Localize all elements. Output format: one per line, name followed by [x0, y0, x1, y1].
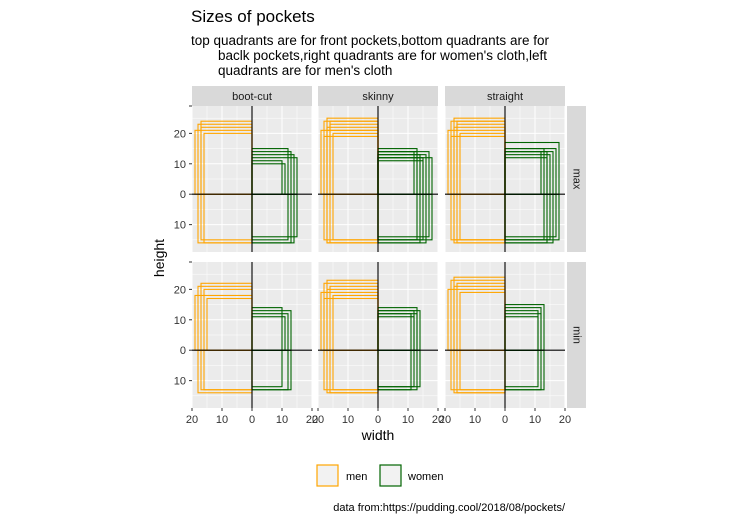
legend: men women: [316, 464, 443, 487]
strip-label-min: min: [571, 326, 583, 344]
y-tick-label: 10: [174, 376, 186, 388]
y-tick-label: 10: [174, 220, 186, 232]
x-tick-label: 20: [439, 414, 451, 426]
legend-label-men: men: [346, 471, 367, 483]
panel-skinny-max: [317, 106, 439, 252]
legend-label-women: women: [407, 471, 443, 483]
panel-skinny-min: 20 10 0 10 20: [312, 262, 444, 426]
x-tick-label: 10: [529, 414, 541, 426]
strip-label-max: max: [571, 169, 583, 190]
y-tick-label: 20: [174, 284, 186, 296]
panel-straight-max: [444, 106, 566, 252]
chart-subtitle-line-2: baclk pockets,right quadrants are for wo…: [218, 48, 547, 63]
chart-title: Sizes of pockets: [191, 7, 315, 26]
x-tick-label: 20: [312, 414, 324, 426]
facet-panels: boot-cut skinny straightmaxmin100102010010…: [174, 86, 586, 426]
panel-boot-cut-min: 10 0 10 20 20 10 0 10 20: [174, 261, 318, 426]
x-tick-label: 20: [559, 414, 571, 426]
legend-key-men: [316, 464, 339, 487]
x-tick-label: 10: [469, 414, 481, 426]
y-tick-label: 20: [174, 128, 186, 140]
x-tick-label: 10: [276, 414, 288, 426]
strip-boot-cut: [192, 86, 312, 106]
strip-max: [567, 106, 586, 252]
y-tick-label: 10: [174, 315, 186, 327]
strip-straight: [445, 86, 565, 106]
chart-subtitle-line-3: quadrants are for men's cloth: [218, 63, 392, 78]
x-tick-label: 0: [375, 414, 381, 426]
y-axis-title: height: [151, 239, 167, 277]
strip-label-skinny: skinny: [362, 91, 394, 103]
y-tick-label: 0: [180, 345, 186, 357]
x-axis-title: width: [361, 427, 395, 443]
chart-subtitle-line-1: top quadrants are for front pockets,bott…: [191, 33, 549, 48]
x-tick-label: 10: [342, 414, 354, 426]
y-tick-label: 0: [180, 189, 186, 201]
x-tick-label: 0: [249, 414, 255, 426]
strip-min: [567, 262, 586, 408]
x-tick-label: 20: [432, 414, 444, 426]
chart-caption: data from:https://pudding.cool/2018/08/p…: [333, 502, 566, 514]
y-tick-label: 10: [174, 159, 186, 171]
strip-label-boot-cut: boot-cut: [232, 91, 272, 103]
panel-boot-cut-max: 10 0 10 20: [174, 105, 313, 252]
x-tick-label: 0: [502, 414, 508, 426]
x-tick-label: 20: [306, 414, 318, 426]
x-tick-label: 10: [402, 414, 414, 426]
x-tick-label: 20: [186, 414, 198, 426]
legend-key-women: [379, 464, 402, 487]
strip-label-straight: straight: [487, 91, 523, 103]
panel-straight-min: 20 10 0 10 20: [439, 262, 571, 426]
x-tick-label: 10: [216, 414, 228, 426]
strip-skinny: [318, 86, 438, 106]
